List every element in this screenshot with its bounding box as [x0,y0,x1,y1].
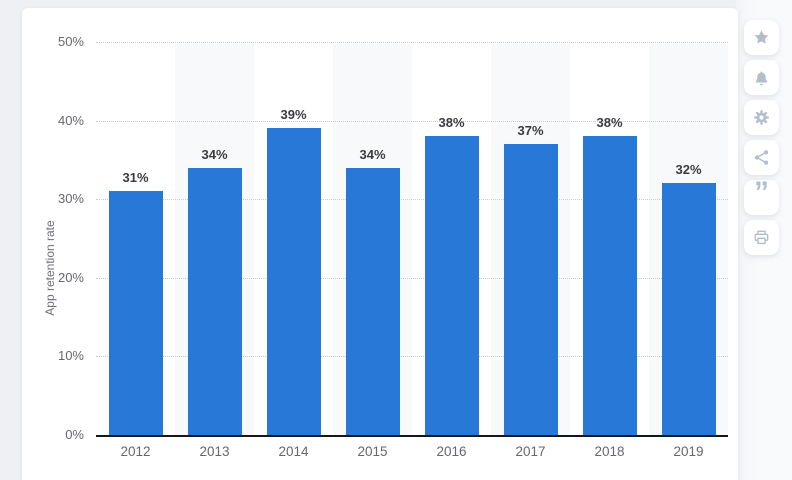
y-gridline [96,120,728,122]
x-tick-label: 2019 [673,444,704,459]
y-tick-label: 40% [57,112,84,128]
star-icon [753,29,770,46]
side-toolbar: ” [744,20,779,255]
print-button[interactable] [744,220,779,255]
y-gridline [96,356,728,358]
bar-2012[interactable] [108,191,163,435]
y-tick-label: 50% [57,34,84,49]
x-tick-label: 2018 [594,444,625,459]
x-tick-label: 2013 [199,444,230,459]
bar-value-label: 38% [596,115,623,130]
quote-icon: ” [754,175,769,209]
bar-value-label: 34% [201,147,228,162]
bar-2018[interactable] [582,136,637,435]
bar-2014[interactable] [266,128,321,435]
y-gridline [96,199,728,201]
chart-card: 0% 10% 20% 30% 40% 50% 31% 2012 34% 2013 39% 2014 34… [22,8,738,480]
y-tick-label: 30% [57,191,84,207]
bar-2017[interactable] [503,144,558,435]
bar-2013[interactable] [187,168,242,435]
bar-value-label: 34% [359,147,386,162]
bell-icon [753,69,770,86]
cite-button[interactable]: ” [744,175,779,215]
share-icon [753,149,770,166]
y-tick-label: 10% [57,348,84,364]
y-gridline [96,277,728,279]
x-tick-label: 2015 [357,444,388,459]
share-button[interactable] [744,140,779,175]
y-axis-title: App retention rate [43,220,57,316]
x-tick-label: 2014 [278,444,309,459]
bar-value-label: 32% [675,162,702,177]
x-axis-line [96,435,728,437]
y-tick-label: 0% [65,427,84,442]
bar-value-label: 37% [517,123,544,138]
y-tick-label: 20% [57,269,84,285]
bar-2016[interactable] [424,136,479,435]
bar-2015[interactable] [345,168,400,435]
printer-icon [753,229,770,246]
gear-icon [753,109,770,126]
favorite-button[interactable] [744,20,779,55]
x-tick-label: 2016 [436,444,467,459]
y-gridline [96,42,728,43]
x-tick-label: 2017 [515,444,546,459]
bar-value-label: 31% [122,170,149,185]
bar-value-label: 39% [280,107,307,122]
bar-value-label: 38% [438,115,465,130]
notifications-button[interactable] [744,60,779,95]
bar-2019[interactable] [661,183,716,435]
settings-button[interactable] [744,100,779,135]
x-tick-label: 2012 [120,444,151,459]
